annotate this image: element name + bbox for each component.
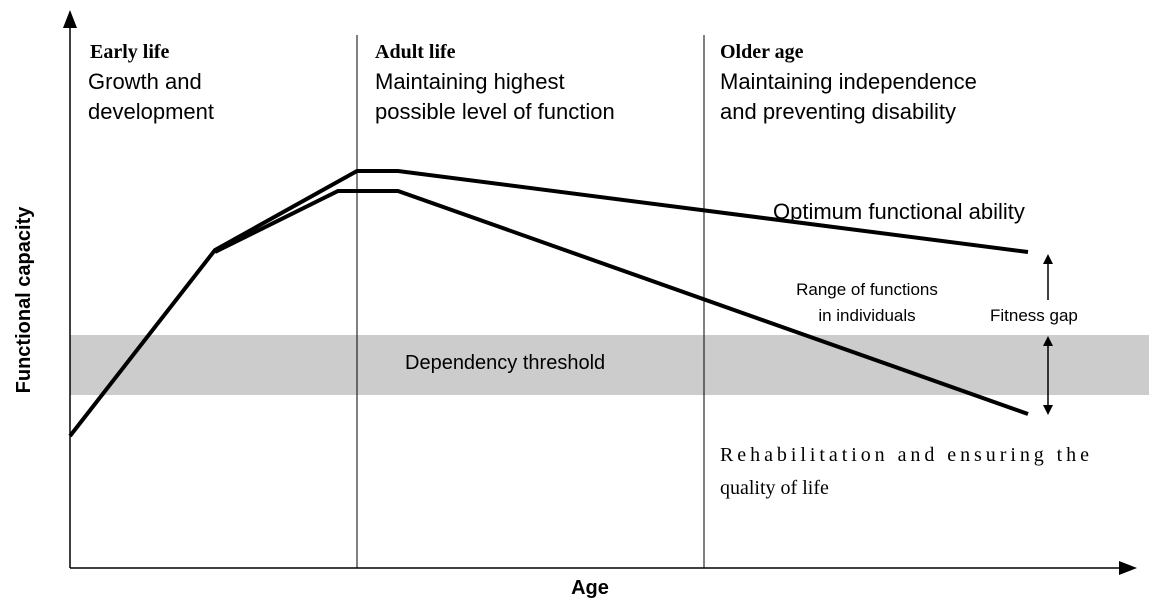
rehab-label: quality of life xyxy=(720,477,829,499)
phase-title: Adult life xyxy=(375,41,456,63)
range-label: in individuals xyxy=(818,306,915,325)
phase-text: Growth and xyxy=(88,69,202,94)
phase-text: Maintaining independence xyxy=(720,69,977,94)
phase-title: Older age xyxy=(720,41,804,63)
threshold-band xyxy=(70,335,1149,395)
threshold-label: Dependency threshold xyxy=(405,352,605,374)
phase-text: possible level of function xyxy=(375,99,615,124)
upper-curve xyxy=(68,169,1029,438)
phase-title: Early life xyxy=(90,41,170,63)
phase-text: and preventing disability xyxy=(720,99,956,124)
x-axis-label: Age xyxy=(571,577,609,598)
phase-text: development xyxy=(88,99,214,124)
lower-curve xyxy=(214,189,1029,416)
phase-text: Maintaining highest xyxy=(375,69,565,94)
fitness-gap-label: Fitness gap xyxy=(990,306,1078,325)
optimum-label: Optimum functional ability xyxy=(773,199,1025,224)
range-label: Range of functions xyxy=(796,280,938,299)
rehab-label: Rehabilitation and ensuring the xyxy=(720,444,1089,466)
y-axis-label: Functional capacity xyxy=(13,206,35,394)
